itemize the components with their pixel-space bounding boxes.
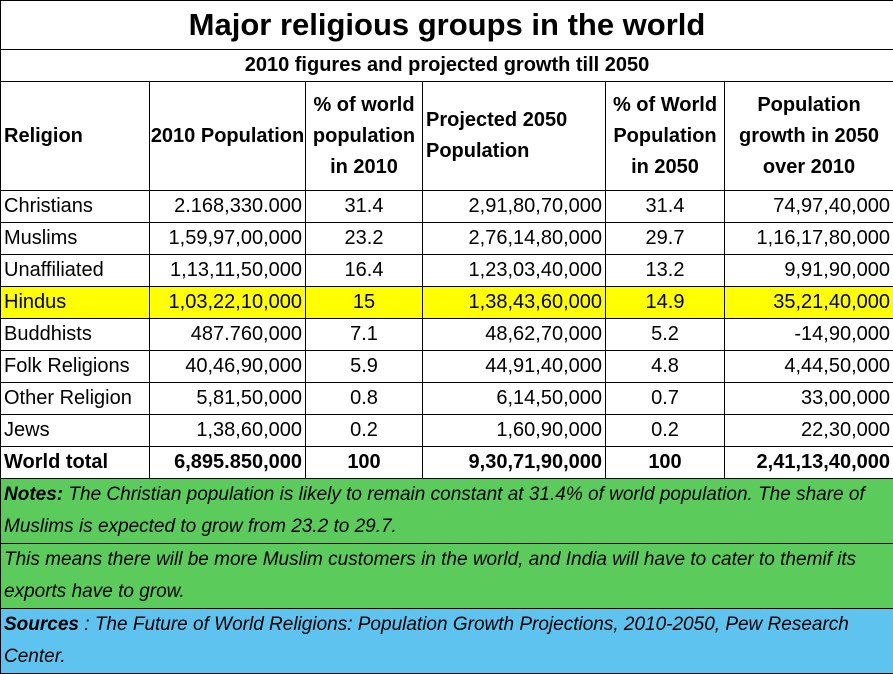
notes-box: Notes: The Christian population is likel… (1, 479, 893, 544)
cell-percent-2010: 16.4 (306, 255, 423, 287)
cell-percent-2010: 7.1 (306, 319, 423, 351)
page-title: Major religious groups in the world (1, 1, 893, 50)
cell-percent-2010: 0.2 (306, 415, 423, 447)
cell-growth: 1,16,17,80,000 (725, 223, 893, 255)
cell-population-2010: 6,895.850,000 (150, 447, 306, 479)
table-row: Folk Religions 40,46,90,000 5.9 44,91,40… (1, 351, 893, 383)
table-row: Christians 2.168,330.000 31.4 2,91,80,70… (1, 191, 893, 223)
cell-religion: Muslims (1, 223, 150, 255)
cell-percent-2050: 100 (606, 447, 725, 479)
cell-population-2010: 1,38,60,000 (150, 415, 306, 447)
cell-population-2010: 487.760,000 (150, 319, 306, 351)
cell-growth: 22,30,000 (725, 415, 893, 447)
header-growth: Population growth in 2050 over 2010 (725, 82, 893, 191)
cell-population-2010: 1,13,11,50,000 (150, 255, 306, 287)
notes-text: The Christian population is likely to re… (4, 484, 865, 537)
cell-percent-2050: 0.2 (606, 415, 725, 447)
header-population-2010: 2010 Population (150, 82, 306, 191)
sources-text: : The Future of World Religions: Populat… (4, 614, 849, 667)
cell-percent-2050: 29.7 (606, 223, 725, 255)
cell-projected-2050: 9,30,71,90,000 (423, 447, 606, 479)
cell-percent-2010: 5.9 (306, 351, 423, 383)
cell-population-2010: 40,46,90,000 (150, 351, 306, 383)
cell-growth: -14,90,000 (725, 319, 893, 351)
table-row: Jews 1,38,60,000 0.2 1,60,90,000 0.2 22,… (1, 415, 893, 447)
table-row-highlighted: Hindus 1,03,22,10,000 15 1,38,43,60,000 … (1, 287, 893, 319)
cell-projected-2050: 1,23,03,40,000 (423, 255, 606, 287)
cell-religion: Folk Religions (1, 351, 150, 383)
cell-percent-2050: 4.8 (606, 351, 725, 383)
cell-percent-2010: 31.4 (306, 191, 423, 223)
cell-projected-2050: 6,14,50,000 (423, 383, 606, 415)
table-total-row: World total 6,895.850,000 100 9,30,71,90… (1, 447, 893, 479)
cell-growth: 9,91,90,000 (725, 255, 893, 287)
cell-percent-2010: 15 (306, 287, 423, 319)
cell-population-2010: 5,81,50,000 (150, 383, 306, 415)
cell-religion: World total (1, 447, 150, 479)
header-projected-2050: Projected 2050 Population (423, 82, 606, 191)
table-row: Unaffiliated 1,13,11,50,000 16.4 1,23,03… (1, 255, 893, 287)
cell-religion: Unaffiliated (1, 255, 150, 287)
cell-percent-2050: 31.4 (606, 191, 725, 223)
sources-box: Sources : The Future of World Religions:… (1, 609, 893, 674)
cell-growth: 33,00,000 (725, 383, 893, 415)
cell-religion: Christians (1, 191, 150, 223)
cell-projected-2050: 1,38,43,60,000 (423, 287, 606, 319)
cell-religion: Hindus (1, 287, 150, 319)
table-row: Buddhists 487.760,000 7.1 48,62,70,000 5… (1, 319, 893, 351)
cell-population-2010: 2.168,330.000 (150, 191, 306, 223)
cell-percent-2010: 100 (306, 447, 423, 479)
table-row: Other Religion 5,81,50,000 0.8 6,14,50,0… (1, 383, 893, 415)
header-percent-2050: % of World Population in 2050 (606, 82, 725, 191)
cell-growth: 4,44,50,000 (725, 351, 893, 383)
table-row: Muslims 1,59,97,00,000 23.2 2,76,14,80,0… (1, 223, 893, 255)
cell-projected-2050: 2,91,80,70,000 (423, 191, 606, 223)
column-header-row: Religion 2010 Population % of world popu… (1, 82, 893, 191)
header-percent-2010: % of world population in 2010 (306, 82, 423, 191)
notes-implication-text: This means there will be more Muslim cus… (4, 549, 856, 602)
cell-percent-2050: 0.7 (606, 383, 725, 415)
cell-growth: 35,21,40,000 (725, 287, 893, 319)
cell-population-2010: 1,03,22,10,000 (150, 287, 306, 319)
cell-religion: Buddhists (1, 319, 150, 351)
cell-growth: 74,97,40,000 (725, 191, 893, 223)
cell-religion: Other Religion (1, 383, 150, 415)
cell-projected-2050: 48,62,70,000 (423, 319, 606, 351)
cell-percent-2050: 14.9 (606, 287, 725, 319)
sources-label: Sources (4, 614, 79, 635)
cell-percent-2050: 5.2 (606, 319, 725, 351)
cell-projected-2050: 44,91,40,000 (423, 351, 606, 383)
page-subtitle: 2010 figures and projected growth till 2… (1, 50, 893, 82)
cell-percent-2010: 0.8 (306, 383, 423, 415)
cell-percent-2050: 13.2 (606, 255, 725, 287)
cell-projected-2050: 1,60,90,000 (423, 415, 606, 447)
header-religion: Religion (1, 82, 150, 191)
cell-percent-2010: 23.2 (306, 223, 423, 255)
cell-population-2010: 1,59,97,00,000 (150, 223, 306, 255)
cell-growth: 2,41,13,40,000 (725, 447, 893, 479)
notes-label: Notes: (4, 484, 63, 505)
notes-implication-box: This means there will be more Muslim cus… (1, 544, 893, 609)
cell-religion: Jews (1, 415, 150, 447)
cell-projected-2050: 2,76,14,80,000 (423, 223, 606, 255)
